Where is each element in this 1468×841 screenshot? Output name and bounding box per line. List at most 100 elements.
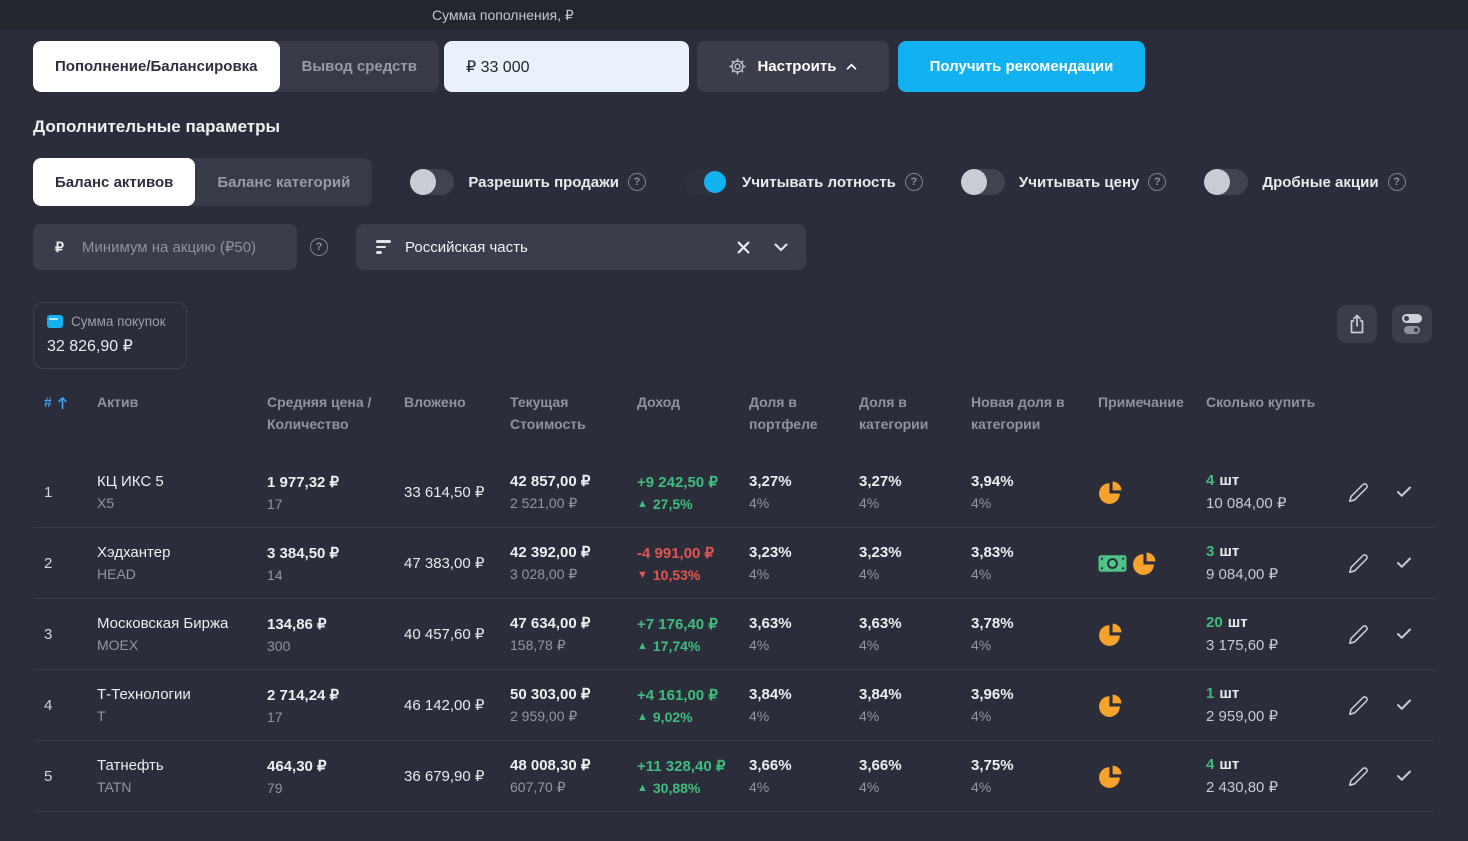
help-icon[interactable]: ? xyxy=(1148,173,1166,191)
income-cell: +7 176,40 ₽ ▲17,74% xyxy=(637,615,749,654)
share-portfolio-cell: 3,84%4% xyxy=(749,686,859,724)
toggle-group-fractional: Дробные акции ? xyxy=(1204,169,1405,195)
current-value-cell: 42 392,00 ₽3 028,00 ₽ xyxy=(510,543,637,583)
col-share-category[interactable]: Доля в категории xyxy=(859,392,971,435)
share-category-cell: 3,63%4% xyxy=(859,615,971,653)
fractional-shares-toggle[interactable] xyxy=(1204,169,1248,195)
table-row: 2 Хэдхантер HEAD 3 384,50 ₽14 47 383,00 … xyxy=(33,528,1435,599)
row-actions xyxy=(1342,553,1435,574)
gear-icon xyxy=(728,57,747,76)
edit-icon[interactable] xyxy=(1348,695,1369,716)
share-category-cell: 3,66%4% xyxy=(859,757,971,795)
row-number: 4 xyxy=(33,697,97,714)
asset-cell[interactable]: Хэдхантер HEAD xyxy=(97,544,267,582)
confirm-icon[interactable] xyxy=(1395,483,1413,501)
trend-up-icon: ▲ xyxy=(637,498,648,510)
asset-ticker: HEAD xyxy=(97,566,255,582)
confirm-icon[interactable] xyxy=(1395,767,1413,785)
income-cell: +4 161,00 ₽ ▲9,02% xyxy=(637,686,749,725)
current-value-cell: 48 008,30 ₽607,70 ₽ xyxy=(510,756,637,796)
asset-cell[interactable]: Т-Технологии T xyxy=(97,686,267,724)
asset-ticker: TATN xyxy=(97,779,255,795)
current-value-cell: 47 634,00 ₽158,78 ₽ xyxy=(510,614,637,654)
purchase-sum-label: Сумма покупок xyxy=(71,314,166,329)
col-buy-amount[interactable]: Сколько купить xyxy=(1206,392,1342,414)
asset-cell[interactable]: Татнефть TATN xyxy=(97,757,267,795)
price-label: Учитывать цену xyxy=(1019,174,1139,191)
col-asset[interactable]: Актив xyxy=(97,392,267,414)
topup-amount-input[interactable] xyxy=(444,41,689,92)
toggle-knob xyxy=(1204,169,1230,195)
edit-icon[interactable] xyxy=(1348,482,1369,503)
buy-amount-cell: 4шт 10 084,00 ₽ xyxy=(1206,472,1342,512)
get-recommendations-button[interactable]: Получить рекомендации xyxy=(898,41,1145,92)
toggle-knob xyxy=(961,169,987,195)
confirm-icon[interactable] xyxy=(1395,696,1413,714)
buy-amount-cell: 4шт 2 430,80 ₽ xyxy=(1206,756,1342,796)
chevron-down-icon[interactable] xyxy=(774,243,788,252)
col-income[interactable]: Доход xyxy=(637,392,749,414)
chevron-up-icon xyxy=(846,63,857,70)
min-per-share-input[interactable] xyxy=(82,239,287,256)
col-avg-price[interactable]: Средняя цена / Количество xyxy=(267,392,404,435)
purchase-sum-icon xyxy=(47,315,63,328)
configure-button[interactable]: Настроить xyxy=(697,41,889,92)
price-toggle[interactable] xyxy=(961,169,1005,195)
min-per-share-field[interactable]: ₽ xyxy=(33,224,297,270)
new-share-cell: 3,96%4% xyxy=(971,686,1098,724)
new-share-cell: 3,83%4% xyxy=(971,544,1098,582)
invested-cell: 36 679,90 ₽ xyxy=(404,767,510,785)
income-cell: +11 328,40 ₽ ▲30,88% xyxy=(637,757,749,796)
help-icon[interactable]: ? xyxy=(1388,173,1406,191)
category-filter-dropdown[interactable]: Российская часть xyxy=(356,224,806,270)
col-current-value[interactable]: Текущая Стоимость xyxy=(510,392,637,435)
column-settings-button[interactable] xyxy=(1392,305,1432,343)
asset-ticker: T xyxy=(97,708,255,724)
sort-arrow-up-icon xyxy=(57,396,68,410)
row-actions xyxy=(1342,624,1435,645)
allow-sales-label: Разрешить продажи xyxy=(468,174,619,191)
asset-cell[interactable]: КЦ ИКС 5 X5 xyxy=(97,473,267,511)
col-new-share[interactable]: Новая доля в категории xyxy=(971,392,1098,435)
help-icon[interactable]: ? xyxy=(628,173,646,191)
help-icon[interactable]: ? xyxy=(905,173,923,191)
note-cell xyxy=(1098,622,1206,647)
table-body: 1 КЦ ИКС 5 X5 1 977,32 ₽17 33 614,50 ₽ 4… xyxy=(33,457,1435,812)
export-button[interactable] xyxy=(1337,305,1377,343)
sort-by-number[interactable]: # xyxy=(33,392,97,414)
asset-name: Т-Технологии xyxy=(97,686,255,703)
new-share-cell: 3,78%4% xyxy=(971,615,1098,653)
clear-filter-icon[interactable] xyxy=(737,241,750,254)
share-portfolio-cell: 3,63%4% xyxy=(749,615,859,653)
pie-chart-icon xyxy=(1098,693,1123,718)
buy-amount-cell: 20шт 3 175,60 ₽ xyxy=(1206,614,1342,654)
edit-icon[interactable] xyxy=(1348,624,1369,645)
asset-cell[interactable]: Московская Биржа MOEX xyxy=(97,615,267,653)
help-icon[interactable]: ? xyxy=(310,238,328,256)
row-number: 3 xyxy=(33,626,97,643)
edit-icon[interactable] xyxy=(1348,553,1369,574)
tab-category-balance[interactable]: Баланс категорий xyxy=(195,158,372,206)
tab-topup-balancing[interactable]: Пополнение/Балансировка xyxy=(33,41,280,92)
allow-sales-toggle[interactable] xyxy=(410,169,454,195)
col-share-portfolio[interactable]: Доля в портфеле xyxy=(749,392,859,435)
asset-name: КЦ ИКС 5 xyxy=(97,473,255,490)
tab-asset-balance[interactable]: Баланс активов xyxy=(33,158,195,206)
confirm-icon[interactable] xyxy=(1395,625,1413,643)
toggle-group-lot-size: Учитывать лотность ? xyxy=(684,169,923,195)
toggle-group-price: Учитывать цену ? xyxy=(961,169,1166,195)
edit-icon[interactable] xyxy=(1348,766,1369,787)
col-invested[interactable]: Вложено xyxy=(404,392,510,414)
share-portfolio-cell: 3,23%4% xyxy=(749,544,859,582)
pie-chart-icon xyxy=(1098,764,1123,789)
col-note[interactable]: Примечание xyxy=(1098,392,1206,414)
tab-withdraw[interactable]: Вывод средств xyxy=(280,41,439,92)
lot-size-toggle[interactable] xyxy=(684,169,728,195)
note-cell xyxy=(1098,480,1206,505)
toggles-icon xyxy=(1402,314,1422,334)
filter-row: ₽ ? Российская часть xyxy=(33,224,806,270)
ruble-prefix: ₽ xyxy=(55,239,64,256)
note-cell xyxy=(1098,551,1206,576)
configure-label: Настроить xyxy=(757,58,836,75)
confirm-icon[interactable] xyxy=(1395,554,1413,572)
